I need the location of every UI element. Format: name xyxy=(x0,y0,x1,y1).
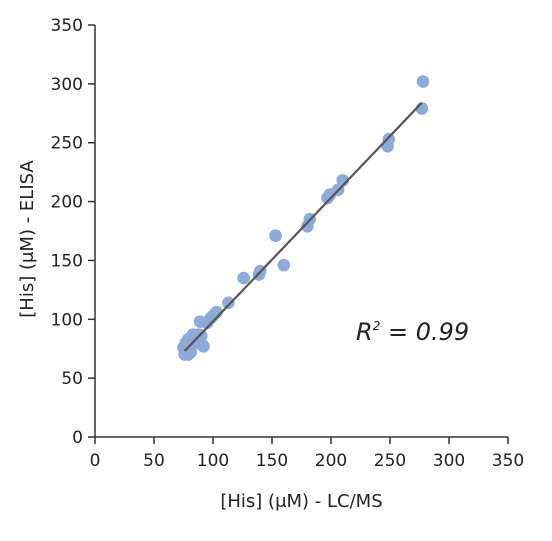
x-tick-label: 50 xyxy=(143,451,165,471)
y-tick-label: 200 xyxy=(51,193,83,213)
y-tick-label: 300 xyxy=(51,75,83,95)
r-squared-value: = 0.99 xyxy=(380,318,469,346)
x-tick-label: 350 xyxy=(492,451,524,471)
data-point xyxy=(269,229,282,243)
data-point xyxy=(197,340,210,353)
x-tick-label: 150 xyxy=(256,451,288,471)
r-squared-annotation: R2 = 0.99 xyxy=(356,318,469,346)
y-tick-label: 150 xyxy=(51,251,83,271)
y-tick-label: 350 xyxy=(51,16,83,36)
y-axis-title: [His] (μM) - ELISA xyxy=(17,160,38,318)
data-point xyxy=(237,271,250,285)
data-point xyxy=(416,75,430,88)
data-point xyxy=(277,258,291,272)
trendline xyxy=(183,101,423,352)
x-tick-label: 250 xyxy=(374,451,406,471)
y-tick-label: 50 xyxy=(61,369,83,389)
data-point xyxy=(382,132,396,146)
x-tick-label: 200 xyxy=(315,451,347,471)
x-tick-label: 300 xyxy=(433,451,465,471)
y-tick-label: 100 xyxy=(51,310,83,330)
x-tick-label: 100 xyxy=(197,451,229,471)
data-point xyxy=(222,296,235,310)
y-tick-label: 0 xyxy=(72,428,83,448)
x-axis-title: [His] (μM) - LC/MS xyxy=(220,491,382,512)
r-squared-superscript: 2 xyxy=(373,319,381,333)
y-tick-label: 250 xyxy=(51,134,83,154)
chart-axes: 0 50 100 150 200 250 300 350 0 50 100 150 200 250 300 3… xyxy=(51,16,525,471)
r-squared-symbol: R xyxy=(356,318,373,346)
data-point xyxy=(194,329,208,343)
x-tick-label: 0 xyxy=(90,451,101,471)
